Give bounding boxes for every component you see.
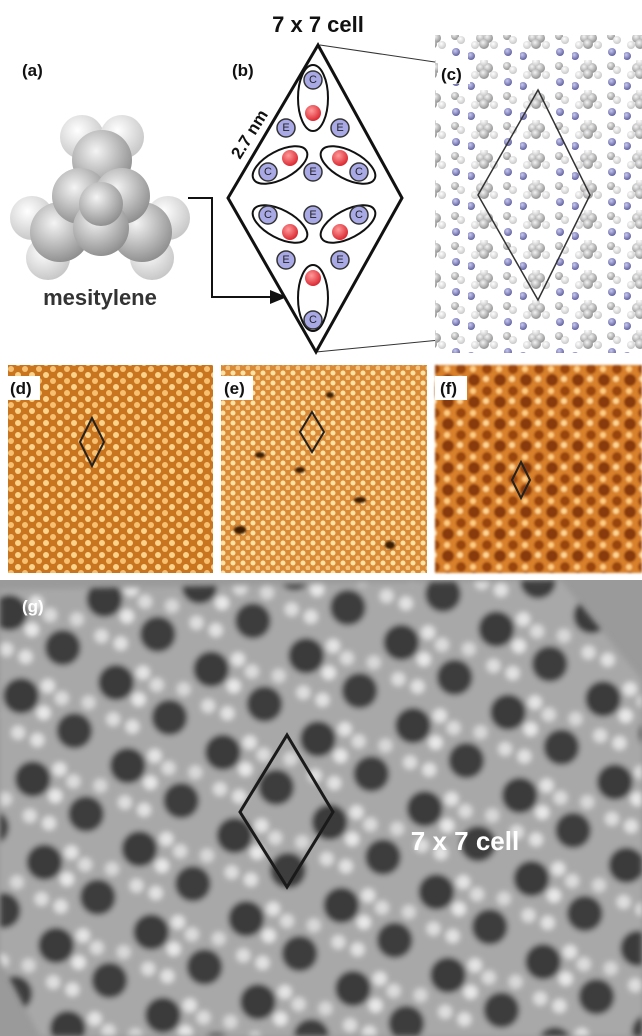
methyl-dot — [305, 105, 321, 121]
methyl-dot — [332, 224, 348, 240]
panel-label: (e) — [224, 379, 245, 398]
site-label: E — [309, 209, 316, 221]
site-label: E — [336, 254, 343, 266]
site-label: E — [309, 166, 316, 178]
cell-annotation: 7 x 7 cell — [411, 826, 519, 856]
unit-cell — [228, 45, 402, 352]
site-label: E — [336, 122, 343, 134]
methyl-dot — [305, 270, 321, 286]
site-label: E — [282, 122, 289, 134]
methyl-dot — [332, 150, 348, 166]
stm-image-large — [0, 580, 642, 1036]
panel-label: (c) — [441, 65, 462, 84]
panel-label: (a) — [22, 61, 43, 80]
page: (a) mesitylene (b) 7 x 7 cell 2.7 nm (c)… — [0, 0, 642, 1036]
zoom-line — [320, 45, 455, 65]
site-label: C — [264, 209, 272, 221]
panel-label: (g) — [22, 597, 44, 616]
cell-title: 7 x 7 cell — [272, 12, 364, 37]
site-label: C — [309, 314, 317, 326]
zoom-line — [316, 340, 440, 352]
site-label: E — [282, 254, 289, 266]
molecule-model — [10, 115, 190, 280]
panel-label: (d) — [10, 379, 32, 398]
panel-label: (f) — [440, 379, 457, 398]
panel-label: (b) — [232, 61, 254, 80]
methyl-dot — [282, 224, 298, 240]
figure: (a) mesitylene (b) 7 x 7 cell 2.7 nm (c)… — [0, 0, 642, 1036]
site-label: C — [355, 209, 363, 221]
site-label: C — [355, 166, 363, 178]
site-label: C — [309, 74, 317, 86]
methyl-dot — [282, 150, 298, 166]
molecule-caption: mesitylene — [43, 285, 157, 310]
site-label: C — [264, 166, 272, 178]
